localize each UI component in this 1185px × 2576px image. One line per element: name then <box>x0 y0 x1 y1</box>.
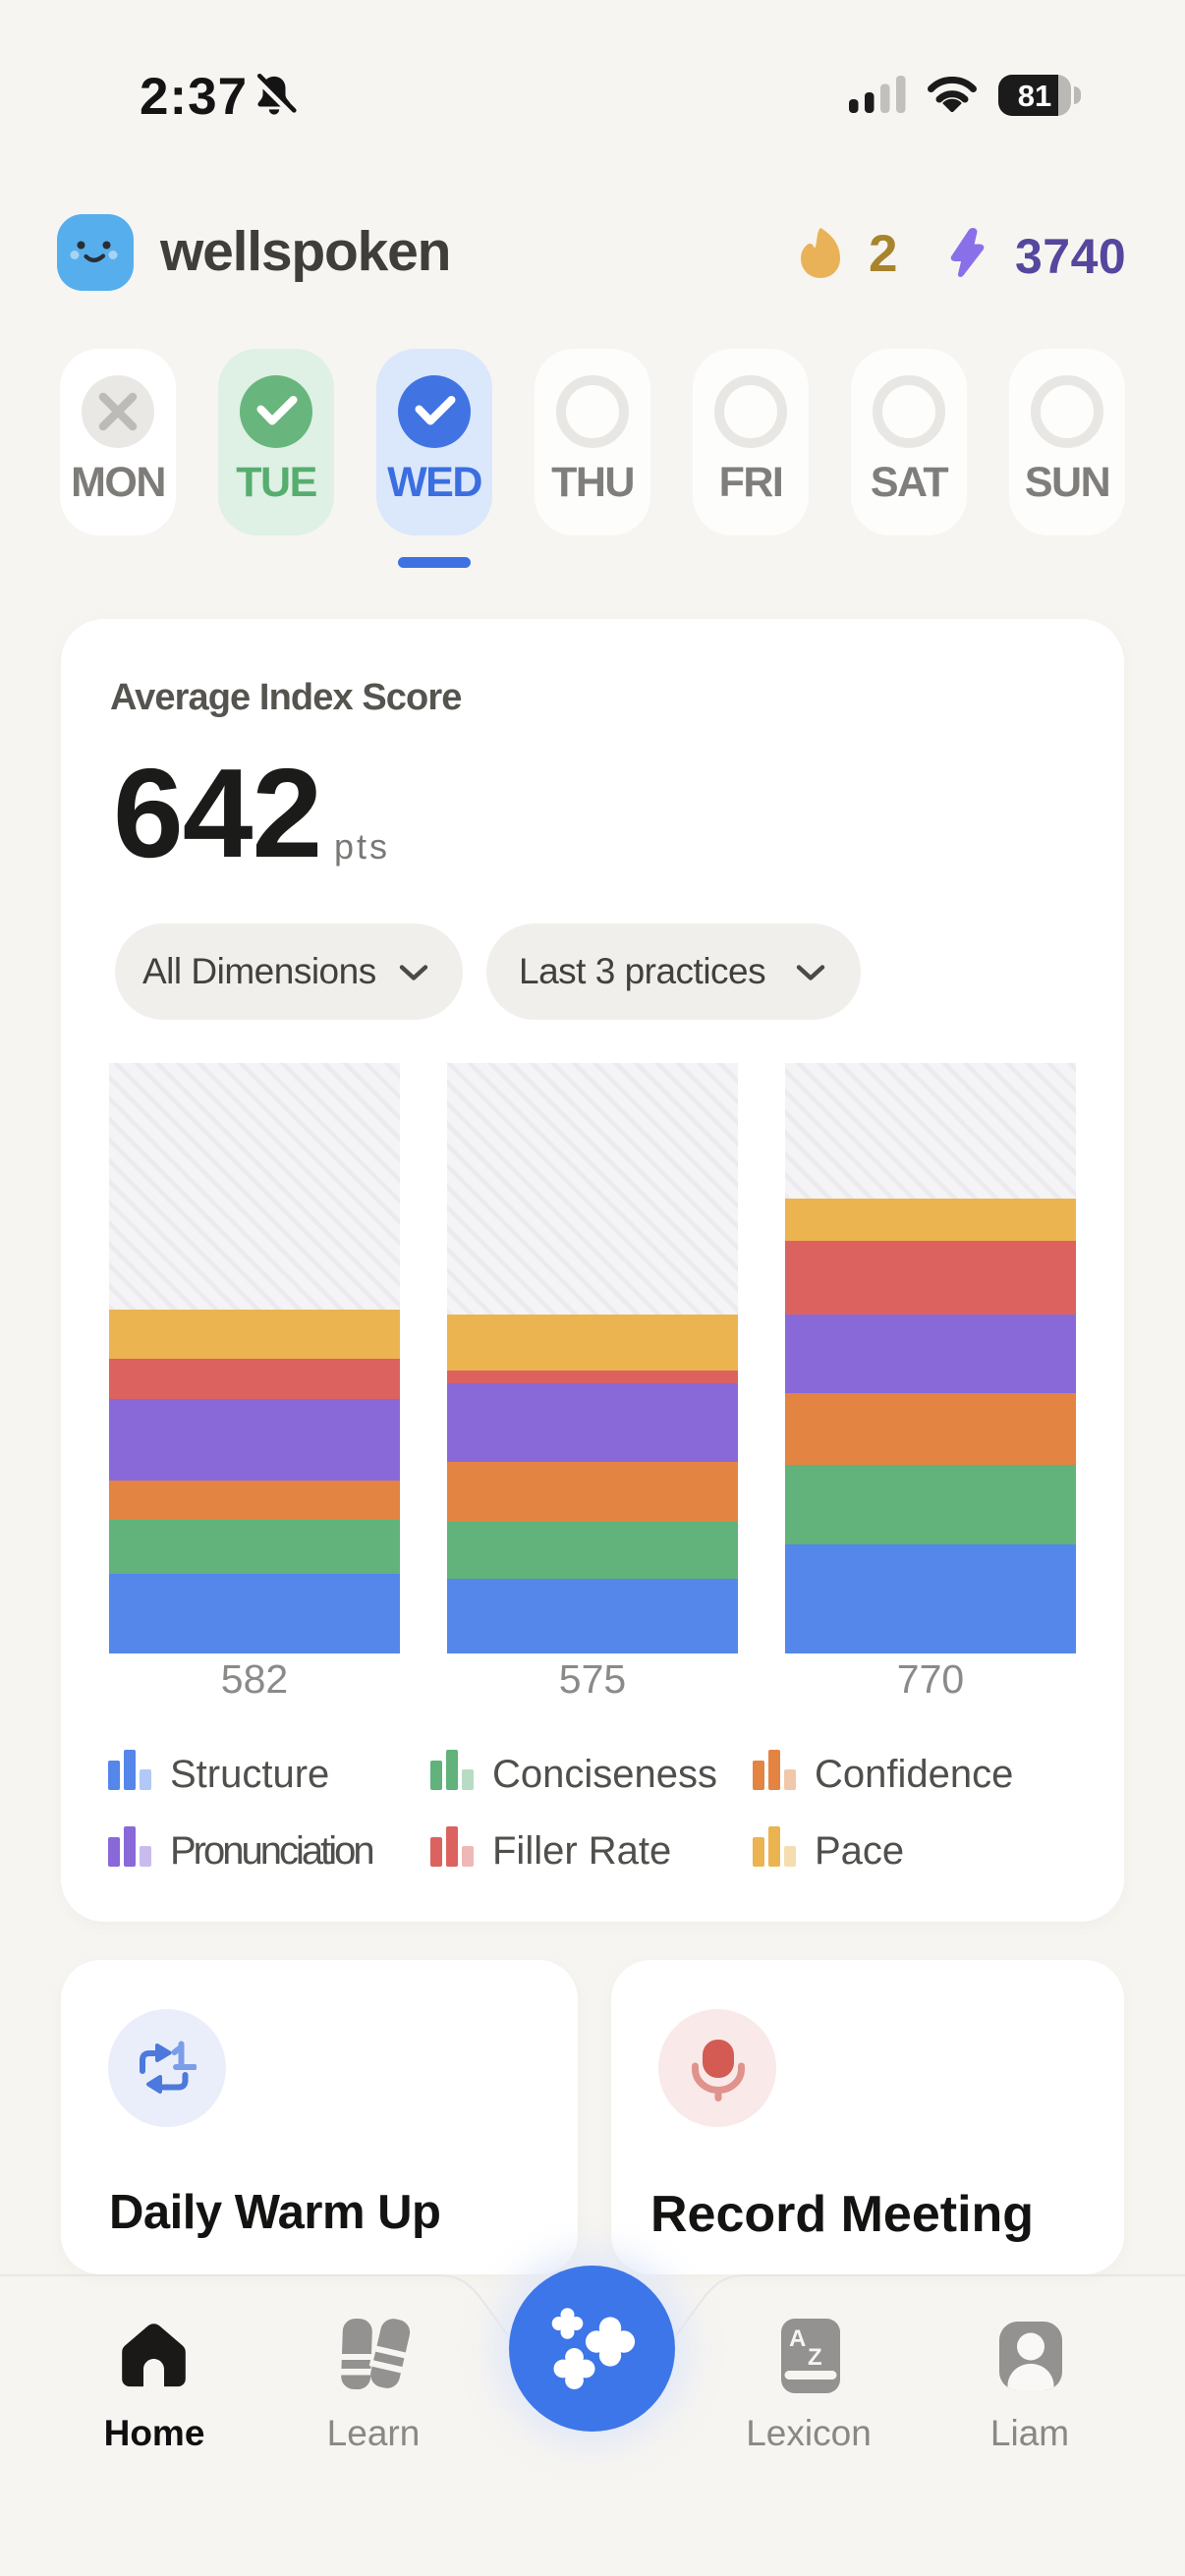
svg-text:Z: Z <box>808 2344 822 2371</box>
svg-text:A: A <box>789 2325 806 2352</box>
